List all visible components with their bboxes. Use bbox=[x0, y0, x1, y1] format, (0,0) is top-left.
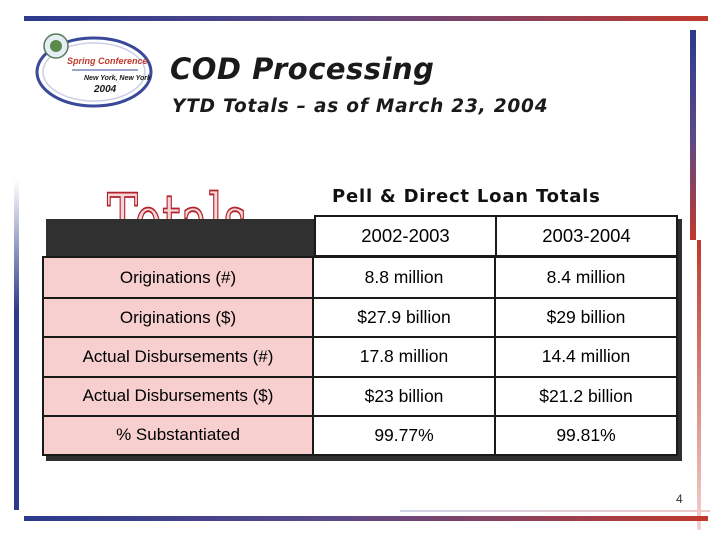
table-row: Originations ($) $27.9 billion $29 billi… bbox=[44, 297, 676, 337]
page-number: 4 bbox=[676, 492, 683, 506]
right-accent-bar bbox=[690, 30, 696, 240]
table-row: Actual Disbursements (#) 17.8 million 14… bbox=[44, 336, 676, 376]
table-header-row: 2002-2003 2003-2004 bbox=[314, 215, 678, 257]
totals-table: Originations (#) 8.8 million 8.4 million… bbox=[42, 256, 678, 456]
logo-line3: 2004 bbox=[93, 84, 117, 95]
table-row: % Substantiated 99.77% 99.81% bbox=[44, 414, 676, 454]
slide-subtitle: YTD Totals – as of March 23, 2004 bbox=[172, 96, 549, 117]
bottom-accent-bar bbox=[24, 516, 708, 521]
table-cell: 8.4 million bbox=[494, 258, 676, 298]
logo-line2: New York, New York bbox=[84, 75, 152, 82]
row-label: Originations (#) bbox=[44, 258, 314, 298]
table-row: Actual Disbursements ($) $23 billion $21… bbox=[44, 375, 676, 415]
spring-conference-logo: Spring Conference New York, New York 200… bbox=[35, 33, 153, 108]
slide-title: COD Processing bbox=[170, 52, 435, 86]
table-heading: Pell & Direct Loan Totals bbox=[332, 186, 601, 207]
table-cell: $29 billion bbox=[494, 299, 676, 337]
table-cell: 14.4 million bbox=[494, 338, 676, 376]
top-accent-bar bbox=[24, 16, 708, 21]
row-label: % Substantiated bbox=[44, 416, 314, 454]
table-cell: 8.8 million bbox=[314, 258, 494, 298]
table-cell: $21.2 billion bbox=[494, 377, 676, 415]
row-label: Originations ($) bbox=[44, 299, 314, 337]
table-cell: $23 billion bbox=[314, 377, 494, 415]
row-label: Actual Disbursements (#) bbox=[44, 338, 314, 376]
table-cell: 17.8 million bbox=[314, 338, 494, 376]
table-cell: 99.81% bbox=[494, 416, 676, 454]
row-label: Actual Disbursements ($) bbox=[44, 377, 314, 415]
column-header: 2002-2003 bbox=[361, 225, 450, 246]
right-accent-bar-lower bbox=[697, 240, 701, 530]
left-accent-bar bbox=[14, 180, 19, 510]
bottom-thin-accent-bar bbox=[400, 510, 710, 512]
table-cell: 99.77% bbox=[314, 416, 494, 454]
table-cell: $27.9 billion bbox=[314, 299, 494, 337]
logo-line1: Spring Conference bbox=[67, 56, 148, 66]
column-header: 2003-2004 bbox=[495, 217, 676, 255]
table-row: Originations (#) 8.8 million 8.4 million bbox=[44, 258, 676, 298]
